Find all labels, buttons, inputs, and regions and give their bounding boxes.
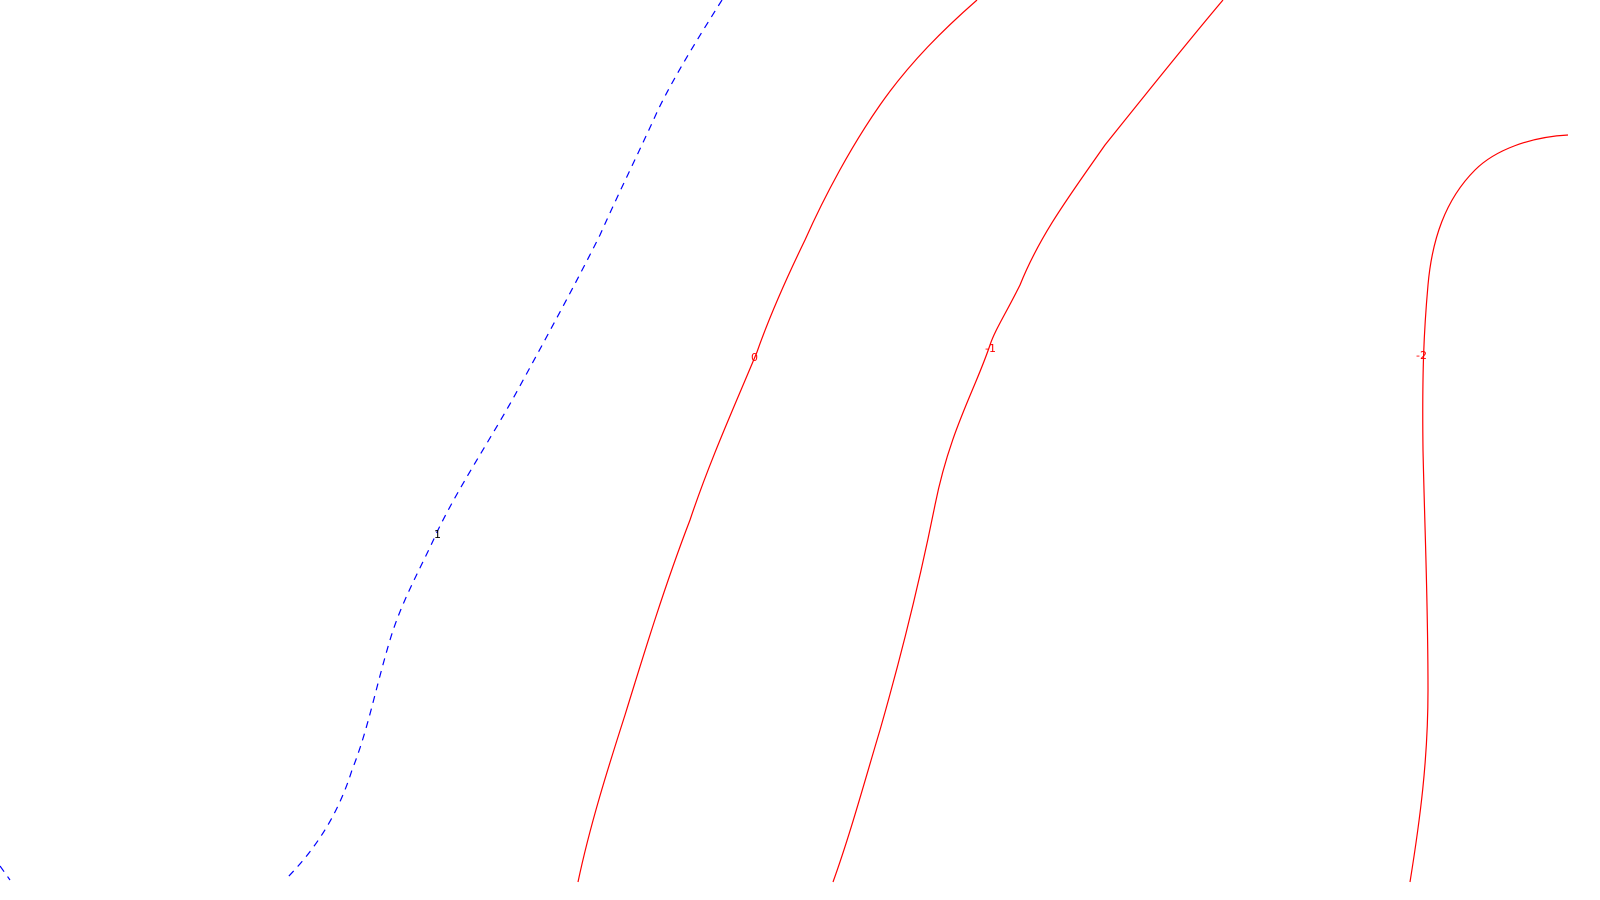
contour-label-minus1: -1 <box>985 342 996 355</box>
contour-line-0 <box>577 0 978 883</box>
contour-label-0: 0 <box>751 351 758 364</box>
contour-line-minus2 <box>1409 134 1569 883</box>
contour-line-1-left-stub <box>0 865 11 881</box>
contour-line-1 <box>284 0 723 881</box>
contour-label-1: 1 <box>434 528 441 541</box>
contour-line-minus1 <box>832 0 1224 883</box>
contour-label-minus2: -2 <box>1416 349 1427 362</box>
